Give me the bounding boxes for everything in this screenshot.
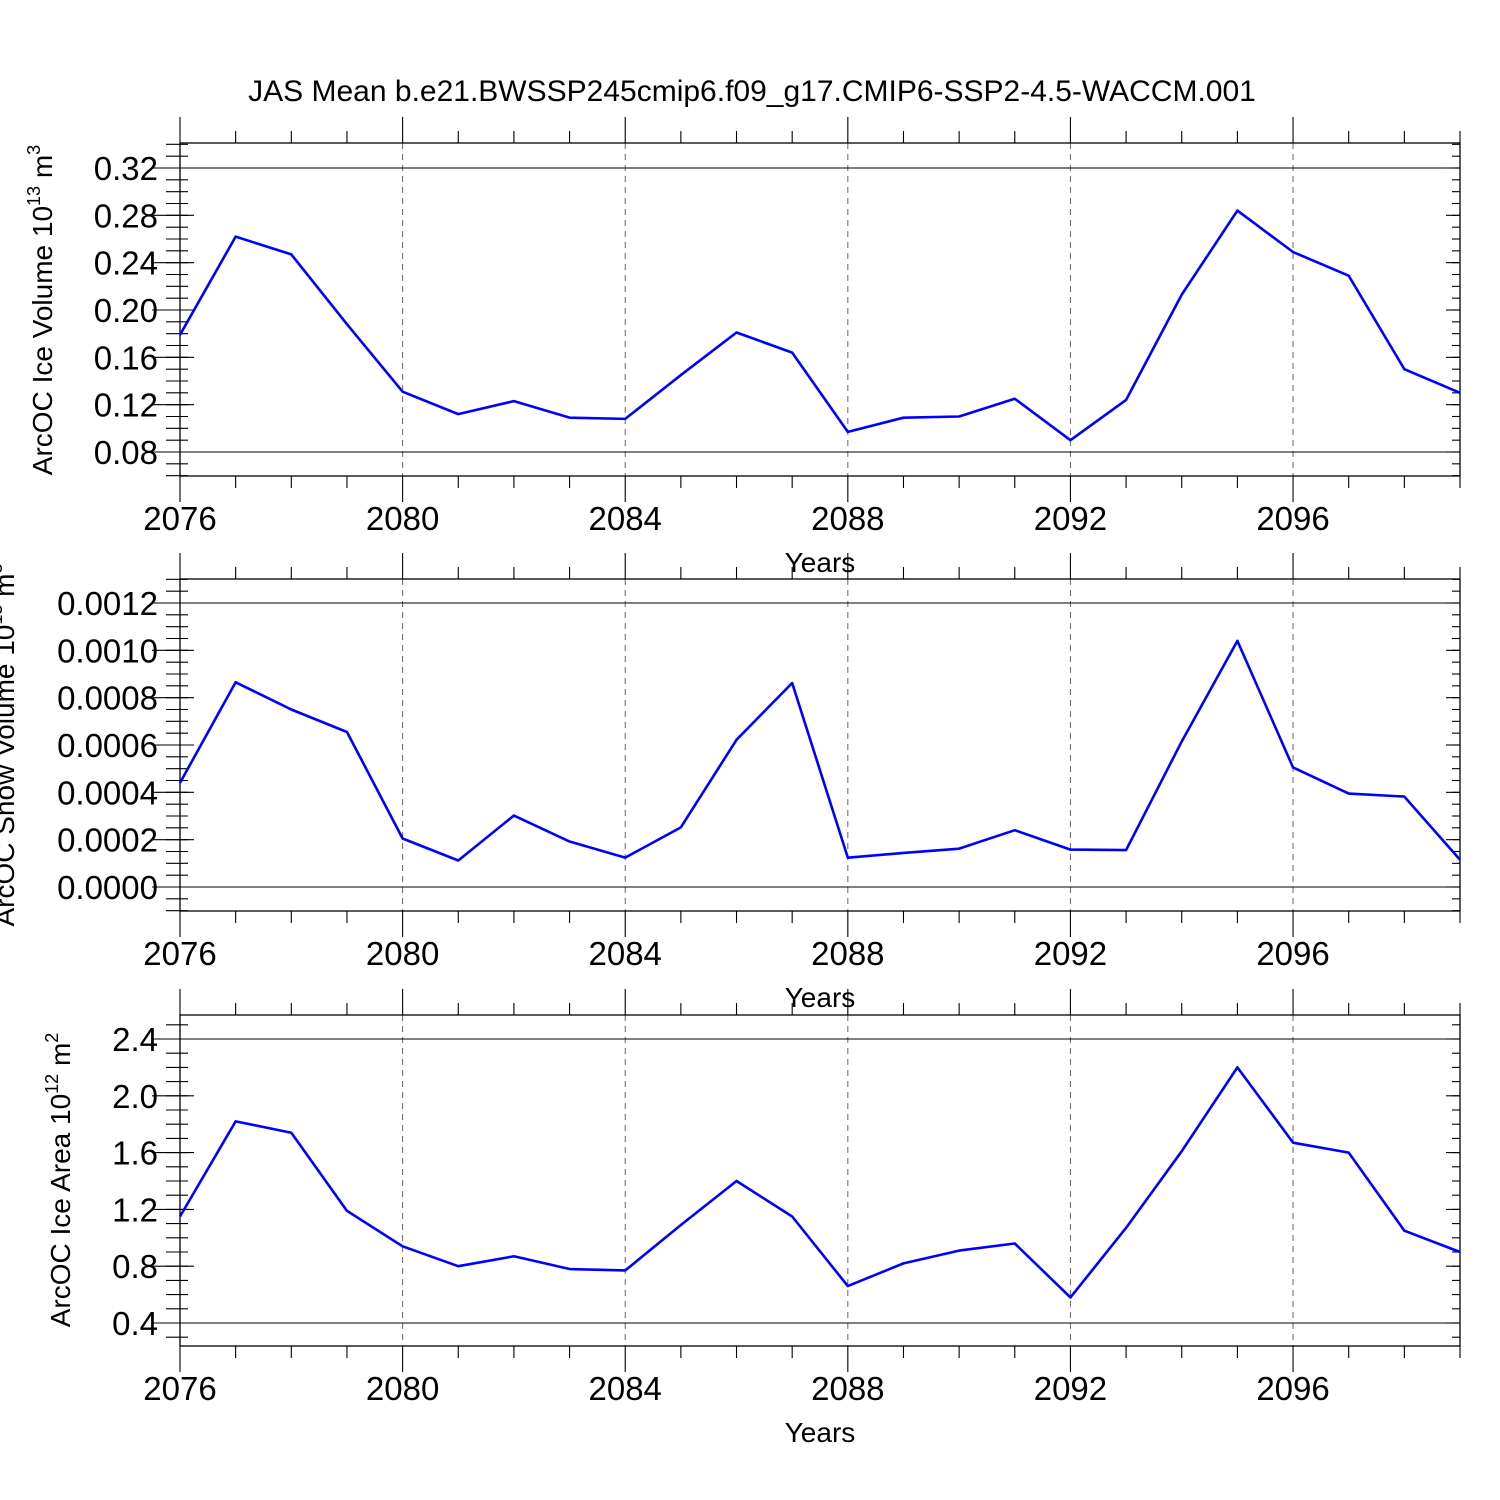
y-axis-title-unit: m xyxy=(45,1043,76,1074)
panel-1: 0.08 0.12 0.16 0.20 0.24 0.28 0.32 2076 2080 2084… xyxy=(24,117,1461,578)
y-axis-title-base: ArcOC Ice Area 10 xyxy=(45,1094,76,1327)
y-axis-title-base: ArcOC Ice Volume 10 xyxy=(27,206,58,475)
x-tick-label: 2080 xyxy=(366,500,439,537)
x-axis-title: Years xyxy=(785,1417,856,1448)
y-tick-label: 0.28 xyxy=(94,197,158,234)
y-axis-title-unit-exponent: 2 xyxy=(42,1033,62,1043)
y-axis-title-unit: m xyxy=(0,573,20,604)
y-tick-label: 0.24 xyxy=(94,245,158,282)
panel-3: 0.4 0.8 1.2 1.6 2.0 2.4 2076 2080 2084 2088 2092 20… xyxy=(42,989,1461,1448)
panels-container: 0.08 0.12 0.16 0.20 0.24 0.28 0.32 2076 2080 2084… xyxy=(0,117,1461,1448)
x-tick-label: 2076 xyxy=(143,935,216,972)
series-line-1 xyxy=(178,1066,1461,1299)
y-tick-label: 0.0002 xyxy=(57,822,158,859)
y-tick-label: 0.12 xyxy=(94,387,158,424)
x-tick-label: 2080 xyxy=(366,935,439,972)
y-tick-label: 2.0 xyxy=(112,1078,158,1115)
x-tick-label: 2076 xyxy=(143,500,216,537)
y-axis-title-unit-exponent: 3 xyxy=(0,563,6,573)
x-tick-label: 2088 xyxy=(811,1370,884,1407)
y-axis-title: ArcOC Snow Volume 1013 m3 xyxy=(0,563,20,926)
y-tick-label: 0.20 xyxy=(94,292,158,329)
y-tick-label: 0.0012 xyxy=(57,585,158,622)
y-axis-title: ArcOC Ice Volume 1013 m3 xyxy=(24,145,58,475)
x-axis-title: Years xyxy=(785,982,856,1013)
panel-2: 0.0000 0.0002 0.0004 0.0006 0.0008 0.0010 0.00… xyxy=(0,553,1461,1013)
y-axis-title-unit: m xyxy=(27,155,58,186)
y-axis-title-unit-exponent: 3 xyxy=(24,145,44,155)
x-tick-label: 2088 xyxy=(811,935,884,972)
y-tick-label: 0.32 xyxy=(94,150,158,187)
y-tick-label: 0.16 xyxy=(94,339,158,376)
x-tick-label: 2084 xyxy=(589,935,662,972)
x-tick-label: 2096 xyxy=(1256,1370,1329,1407)
y-tick-label: 0.08 xyxy=(94,434,158,471)
y-tick-label: 0.0010 xyxy=(57,632,158,669)
x-tick-label: 2088 xyxy=(811,500,884,537)
y-axis-title-base: ArcOC Snow Volume 10 xyxy=(0,625,20,927)
x-tick-label: 2080 xyxy=(366,1370,439,1407)
x-tick-label: 2084 xyxy=(589,500,662,537)
series-line-1 xyxy=(178,209,1461,442)
y-tick-label: 1.2 xyxy=(112,1191,158,1228)
y-axis-title: ArcOC Ice Area 1012 m2 xyxy=(42,1033,76,1328)
x-tick-label: 2092 xyxy=(1034,1370,1107,1407)
x-tick-label: 2092 xyxy=(1034,935,1107,972)
y-tick-label: 0.8 xyxy=(112,1248,158,1285)
y-tick-label: 0.0008 xyxy=(57,680,158,717)
y-axis-title-exponent: 13 xyxy=(0,605,6,625)
y-axis-title-exponent: 12 xyxy=(42,1074,62,1094)
x-axis-title: Years xyxy=(785,547,856,578)
x-tick-label: 2076 xyxy=(143,1370,216,1407)
y-tick-label: 0.4 xyxy=(112,1305,158,1342)
y-tick-label: 2.4 xyxy=(112,1021,158,1058)
series-line-1 xyxy=(178,639,1461,862)
figure-title: JAS Mean b.e21.BWSSP245cmip6.f09_g17.CMI… xyxy=(248,75,1256,108)
x-tick-label: 2096 xyxy=(1256,500,1329,537)
y-tick-label: 0.0004 xyxy=(57,774,158,811)
y-tick-label: 0.0006 xyxy=(57,727,158,764)
x-tick-label: 2084 xyxy=(589,1370,662,1407)
y-axis-title-exponent: 13 xyxy=(24,186,44,206)
x-tick-label: 2096 xyxy=(1256,935,1329,972)
x-tick-label: 2092 xyxy=(1034,500,1107,537)
y-tick-label: 1.6 xyxy=(112,1135,158,1172)
y-tick-label: 0.0000 xyxy=(57,869,158,906)
